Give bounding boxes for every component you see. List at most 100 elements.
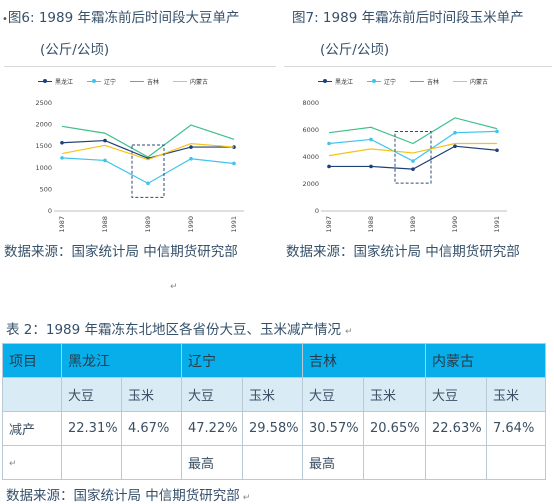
note-cell: [121, 445, 182, 480]
legend-corn: 黑龙江 辽宁 吉林 内蒙古: [318, 77, 488, 86]
note-cell: 最高: [181, 445, 243, 480]
data-point-heilongjiang: [495, 148, 499, 153]
y-tick-label: 6000: [302, 126, 319, 134]
data-point-liaoning: [232, 161, 236, 166]
highlight-1989-box: [131, 144, 165, 198]
data-point-liaoning: [146, 181, 150, 186]
figure7-caption: 图7: 1989 年霜冻前后时间段玉米单产: [292, 10, 524, 26]
note-cell: [61, 445, 122, 480]
subheader-cell: 玉米: [242, 377, 303, 412]
subheader-cell: 大豆: [61, 377, 122, 412]
y-tick-label: 500: [40, 185, 52, 193]
legend-soybean: 黑龙江 辽宁 吉林 内蒙古: [38, 77, 208, 86]
legend-item-jilin: 吉林: [130, 77, 159, 86]
table-subheader-row: 大豆 玉米 大豆 玉米 大豆 玉米 大豆 玉米: [2, 377, 546, 412]
data-point-heilongjiang: [103, 138, 107, 143]
data-point-heilongjiang: [327, 164, 331, 169]
data-point-liaoning: [453, 130, 457, 135]
data-point-heilongjiang: [232, 145, 236, 149]
series-line-jilin: [61, 124, 235, 158]
data-point-liaoning: [369, 137, 373, 142]
series-line-neimenggu: [61, 142, 235, 161]
header-jilin: 吉林: [302, 343, 426, 378]
series-line-neimenggu: [328, 142, 497, 157]
legend-item-heilongjiang: 黑龙江: [318, 77, 353, 86]
highlight-1989-box: [394, 131, 432, 184]
x-tick-label: 1987: [325, 216, 333, 233]
reduction-cell: 22.31%: [61, 411, 122, 446]
subheader-cell: 大豆: [302, 377, 364, 412]
x-tick-label: 1989: [144, 216, 152, 233]
data-point-liaoning: [327, 141, 331, 146]
note-cell: [242, 445, 303, 480]
data-point-heilongjiang: [60, 140, 64, 145]
figure6-unit: (公斤/公顷): [40, 42, 110, 58]
subheader-cell: 大豆: [181, 377, 243, 412]
table-header-row: 项目 黑龙江 辽宁 吉林 内蒙古: [2, 343, 546, 378]
note-cell: 最高: [302, 445, 364, 480]
y-tick-label: 4000: [302, 153, 319, 161]
source-note-table: 数据来源：国家统计局 中信期货研究部 ↵: [6, 488, 251, 504]
series-line-heilongjiang: [61, 139, 234, 159]
paragraph-mark: ↵: [170, 282, 178, 292]
reduction-cell: 47.22%: [181, 411, 243, 446]
table-row-reduction: 减产 22.31% 4.67% 47.22% 29.58% 30.57% 20.…: [2, 411, 546, 446]
x-tick-label: 1991: [493, 216, 501, 233]
x-tick-label: 1989: [409, 216, 417, 233]
legend-item-jilin: 吉林: [410, 77, 439, 86]
data-point-heilongjiang: [453, 144, 457, 148]
y-tick-label: 1000: [35, 164, 52, 172]
reduction-cell: 29.58%: [242, 411, 303, 446]
legend-item-liaoning: 辽宁: [87, 77, 116, 86]
x-tick-label: 1990: [187, 216, 195, 233]
corn-yield-chart: 0 2000 4000 6000 8000 1987 1988 1989 1990 1991: [302, 99, 507, 233]
x-tick-label: 1987: [58, 216, 66, 233]
note-cell: [363, 445, 426, 480]
figure7-unit: (公斤/公顷): [320, 42, 390, 58]
x-tick-label: 1990: [451, 216, 459, 233]
figure6-caption: •图6: 1989 年霜冻前后时间段大豆单产: [2, 10, 240, 26]
y-tick-label: 2000: [35, 121, 52, 129]
subheader-cell: 玉米: [121, 377, 182, 412]
header-item: 项目: [2, 343, 62, 378]
data-point-liaoning: [495, 129, 499, 134]
y-tick-label: 2500: [35, 99, 52, 107]
y-tick-label: 2000: [302, 180, 319, 188]
legend-item-liaoning: 辽宁: [367, 77, 396, 86]
series-line-jilin: [328, 117, 498, 145]
reduction-cell: 22.63%: [425, 411, 487, 446]
reduction-cell: 4.67%: [121, 411, 182, 446]
table-row-note: ↵ 最高 最高: [2, 445, 546, 480]
soybean-yield-chart: 0 500 1000 1500 2000 2500 1987 1988 1989 1990 1991: [35, 99, 244, 233]
source-note-soybean: 数据来源：国家统计局 中信期货研究部: [4, 244, 238, 260]
legend-item-neimenggu: 内蒙古: [453, 77, 488, 86]
data-point-heilongjiang: [189, 145, 193, 149]
chart-frame-soybean: [4, 66, 276, 237]
y-tick-label: 1500: [35, 142, 52, 150]
series-line-liaoning: [61, 157, 235, 185]
subheader-cell: 大豆: [425, 377, 487, 412]
x-tick-label: 1991: [230, 216, 238, 233]
header-liaoning: 辽宁: [181, 343, 303, 378]
legend-item-heilongjiang: 黑龙江: [38, 77, 73, 86]
reduction-cell: 20.65%: [363, 411, 426, 446]
header-neimenggu: 内蒙古: [425, 343, 546, 378]
series-line-liaoning: [328, 130, 498, 162]
subheader-cell: 玉米: [363, 377, 426, 412]
row-label-reduction: 减产: [2, 411, 62, 446]
legend-item-neimenggu: 内蒙古: [173, 77, 208, 86]
y-tick-label: 0: [48, 207, 52, 215]
table-title: 表 2：1989 年霜冻东北地区各省份大豆、玉米减产情况 ↵: [6, 322, 353, 338]
note-cell: ↵: [2, 445, 62, 480]
data-point-liaoning: [411, 159, 415, 163]
reduction-cell: 30.57%: [302, 411, 364, 446]
series-line-heilongjiang: [329, 145, 498, 170]
data-point-heilongjiang: [411, 167, 415, 171]
reduction-table: 项目 黑龙江 辽宁 吉林 内蒙古 大豆 玉米 大豆 玉米 大豆 玉米 大豆 玉米…: [2, 343, 546, 480]
data-point-liaoning: [103, 158, 107, 163]
note-cell: [425, 445, 487, 480]
subheader-cell: 玉米: [486, 377, 546, 412]
x-tick-label: 1988: [101, 216, 109, 233]
data-point-heilongjiang: [369, 164, 373, 169]
chart-frame-corn: [284, 66, 552, 237]
